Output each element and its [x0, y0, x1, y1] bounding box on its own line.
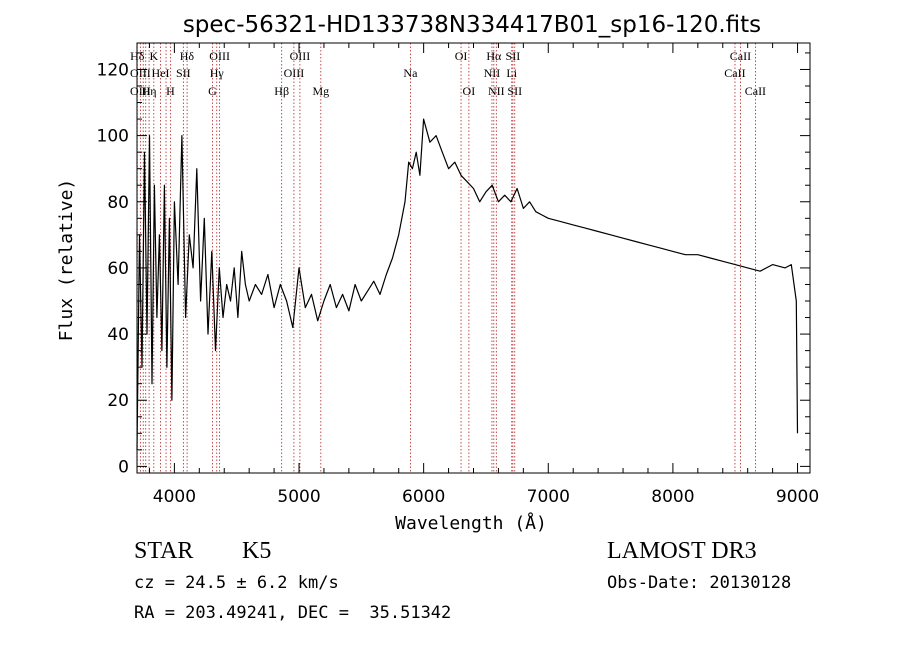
x-tick-label: 7000: [527, 487, 570, 507]
line-marker-label: SII: [507, 84, 522, 98]
spectrum-line: [136, 118, 799, 450]
y-tick-label: 60: [107, 259, 129, 279]
y-tick-label: 100: [97, 127, 129, 147]
line-marker-label: OIII: [130, 84, 151, 98]
line-marker-label: Hη: [142, 84, 157, 98]
line-marker-label: SII: [176, 66, 191, 80]
survey-name: LAMOST DR3: [607, 538, 757, 564]
line-marker-label: OIII: [290, 49, 311, 63]
line-marker-label: OIII: [284, 66, 305, 80]
line-marker-label: Hβ: [274, 84, 289, 98]
y-tick-label: 0: [118, 457, 129, 477]
object-class: STAR: [134, 538, 194, 564]
y-tick-label: 80: [107, 193, 129, 213]
x-tick-label: 5000: [277, 487, 320, 507]
line-marker-label: Hγ: [210, 66, 225, 80]
line-marker-label: Na: [403, 66, 418, 80]
line-marker-label: HeI: [152, 66, 170, 80]
velocity-readout: cz = 24.5 ± 6.2 km/s: [134, 573, 339, 593]
line-marker-label: Mg: [312, 84, 329, 98]
observation-date: Obs-Date: 20130128: [607, 573, 792, 593]
line-marker-label: SII: [506, 49, 521, 63]
spectrum-series: [136, 118, 799, 450]
x-axis-label: Wavelength (Å): [395, 512, 547, 534]
y-axis-label: Flux (relative): [56, 179, 77, 342]
y-tick-label: 40: [107, 325, 129, 345]
line-marker-label: K: [149, 49, 158, 63]
line-marker-label: OI: [463, 84, 476, 98]
coordinates-readout: RA = 203.49241, DEC = 35.51342: [134, 603, 452, 623]
emission-line-markers: [136, 43, 756, 473]
y-axis-ticks: 0 20 40 60 80 100 120: [97, 52, 810, 477]
x-tick-label: 6000: [402, 487, 445, 507]
line-marker-label: CaII: [730, 49, 751, 63]
line-marker-label: NII: [488, 84, 505, 98]
x-tick-label: 9000: [776, 487, 819, 507]
line-marker-label: OI: [455, 49, 468, 63]
line-marker-label: OIII: [209, 49, 230, 63]
line-marker-label: Hδ: [180, 49, 195, 63]
line-marker-label: G: [208, 84, 217, 98]
line-marker-label: CaII: [745, 84, 766, 98]
y-tick-label: 120: [97, 60, 129, 80]
line-marker-label: NII: [484, 66, 501, 80]
line-marker-label: Hα: [486, 49, 502, 63]
x-tick-label: 4000: [153, 487, 196, 507]
line-marker-label: Li: [506, 66, 517, 80]
line-marker-label: H: [166, 84, 175, 98]
chart-title: spec-56321-HD133738N334417B01_sp16-120.f…: [183, 12, 761, 38]
x-tick-label: 8000: [651, 487, 694, 507]
x-axis-ticks: 4000 5000 6000 7000 8000 9000: [148, 43, 819, 507]
line-marker-label: CaII: [724, 66, 745, 80]
object-subclass: K5: [242, 538, 272, 564]
line-marker-label: OIII: [130, 66, 151, 80]
y-tick-label: 20: [107, 391, 129, 411]
